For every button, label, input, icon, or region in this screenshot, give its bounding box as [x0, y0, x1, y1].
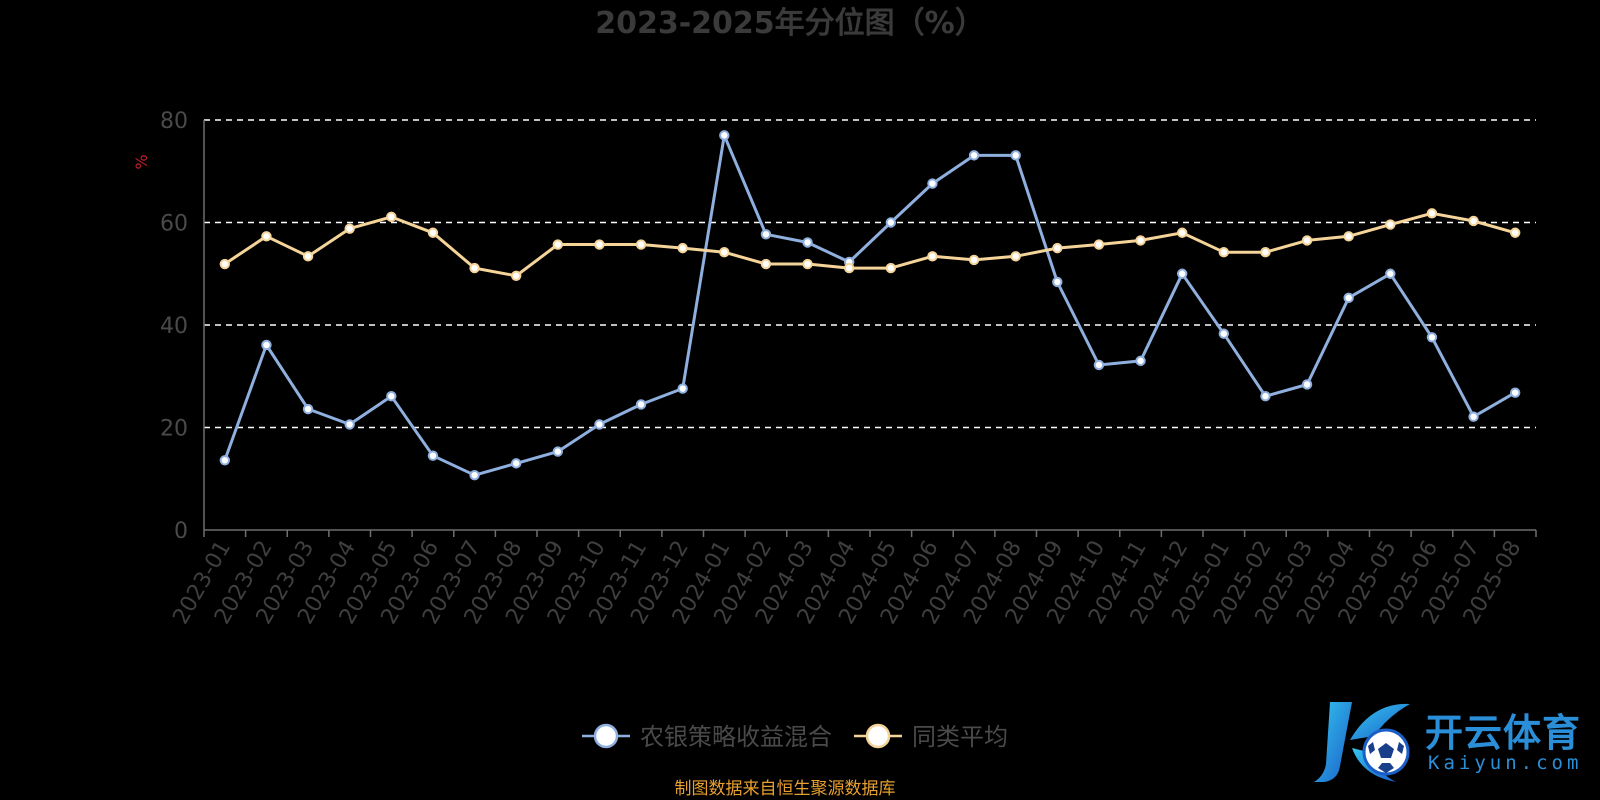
data-point: [427, 450, 439, 461]
data-point: [1260, 247, 1271, 258]
data-point: [1218, 328, 1230, 339]
data-point: [1135, 355, 1146, 367]
data-point: [843, 262, 855, 274]
chart-title: 2023-2025年分位图（%）: [595, 6, 985, 41]
data-point: [927, 251, 938, 262]
data-point: [552, 239, 564, 250]
data-point: [927, 178, 938, 189]
data-point: [510, 458, 522, 469]
data-point: [386, 391, 397, 402]
legend-label: 农银策略收益混合: [640, 723, 832, 751]
data-point: [1010, 251, 1021, 262]
data-point: [1176, 227, 1188, 238]
data-point: [219, 258, 231, 270]
data-point: [1468, 411, 1479, 422]
data-point: [968, 150, 980, 161]
data-point: [885, 262, 897, 274]
data-point: [302, 403, 314, 415]
data-point: [1301, 235, 1313, 246]
data-point: [1052, 276, 1063, 288]
legend-marker: [865, 723, 891, 749]
series-2: [219, 208, 1521, 281]
grid-lines: [204, 119, 1536, 429]
watermark-name-cn: 开云体育: [1425, 711, 1582, 755]
data-point: [1176, 268, 1188, 279]
data-point: [802, 258, 813, 270]
y-tick-labels: 0 20 40 60 80: [160, 109, 188, 544]
data-point: [1426, 332, 1438, 343]
data-point: [469, 469, 480, 481]
source-note: 制图数据来自恒生聚源数据库: [675, 779, 896, 799]
legend-marker: [593, 723, 619, 749]
data-point: [1135, 235, 1146, 246]
data-point: [1468, 215, 1479, 227]
data-point: [1301, 379, 1313, 390]
legend-item-2: 同类平均: [854, 723, 1008, 751]
y-tick-label: 0: [174, 519, 188, 544]
legend: 农银策略收益混合 同类平均: [582, 723, 1008, 751]
soccer-ball-logo-icon: [1314, 702, 1410, 782]
data-point: [1385, 268, 1396, 279]
data-point: [1385, 219, 1396, 230]
data-point: [1343, 231, 1354, 242]
data-point: [1093, 239, 1105, 250]
data-point: [802, 237, 813, 248]
data-point: [344, 419, 355, 430]
data-point: [760, 258, 772, 270]
data-point: [968, 254, 980, 266]
data-point: [760, 229, 772, 240]
data-point: [219, 455, 231, 466]
data-point: [719, 130, 730, 141]
data-point: [1426, 208, 1438, 219]
data-point: [1093, 359, 1105, 371]
y-axis-label: %: [132, 154, 151, 169]
axes: [203, 120, 1537, 537]
data-point: [635, 399, 647, 410]
series-line: [223, 211, 1516, 278]
data-point: [386, 211, 397, 223]
series-line: [223, 133, 1516, 477]
data-point: [552, 446, 564, 457]
data-point: [1052, 242, 1063, 254]
data-point: [1509, 387, 1521, 398]
y-tick-label: 80: [160, 109, 188, 134]
data-point: [510, 270, 522, 281]
data-point: [1218, 247, 1230, 258]
data-point: [885, 217, 897, 228]
data-point: [594, 239, 605, 250]
y-tick-label: 60: [160, 212, 188, 237]
y-tick-label: 40: [160, 314, 188, 339]
data-point: [1509, 227, 1521, 238]
legend-item-1: 农银策略收益混合: [582, 723, 832, 751]
data-point: [261, 231, 272, 242]
data-point: [719, 247, 730, 258]
watermark-name-en: Kaiyun.com: [1428, 752, 1583, 774]
x-tick-labels: 2023-012023-022023-032023-042023-052023-…: [168, 537, 1526, 629]
data-point: [635, 239, 647, 250]
data-point: [261, 339, 272, 351]
watermark-logo: 开云体育 Kaiyun.com: [1312, 696, 1592, 788]
legend-label: 同类平均: [912, 723, 1008, 751]
data-point: [594, 419, 605, 430]
data-point: [427, 227, 439, 238]
y-tick-label: 20: [160, 417, 188, 442]
data-point: [677, 383, 688, 394]
series-lines: [219, 130, 1521, 481]
series-1: [219, 130, 1521, 481]
data-point: [344, 223, 355, 234]
data-point: [469, 262, 480, 274]
data-point: [1343, 292, 1354, 304]
data-point: [677, 242, 688, 254]
data-point: [302, 251, 314, 262]
data-point: [1010, 150, 1021, 161]
data-point: [1260, 391, 1271, 402]
